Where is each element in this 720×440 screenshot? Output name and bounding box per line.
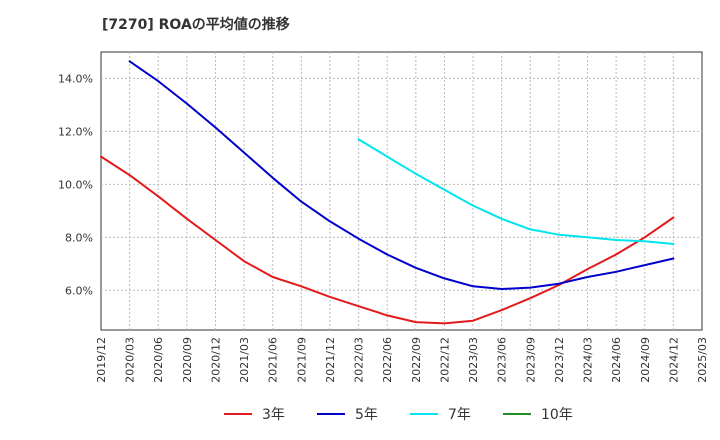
y-tick-label: 6.0% — [65, 284, 93, 297]
series-line-3年 — [100, 155, 675, 325]
legend-item: 10年 — [503, 403, 573, 425]
x-tick-label: 2024/12 — [667, 337, 680, 383]
legend-swatch — [317, 413, 345, 415]
x-tick-label: 2022/06 — [381, 337, 394, 383]
y-tick-label: 8.0% — [65, 231, 93, 244]
x-tick-label: 2023/09 — [524, 337, 537, 383]
legend-label: 3年 — [262, 407, 285, 423]
x-tick-label: 2022/09 — [410, 337, 423, 383]
series-line-7年 — [357, 138, 675, 245]
legend-label: 7年 — [448, 407, 471, 423]
x-tick-label: 2021/06 — [267, 337, 280, 383]
x-tick-label: 2021/03 — [238, 337, 251, 383]
legend-swatch — [224, 413, 252, 415]
x-tick-label: 2024/06 — [610, 337, 623, 383]
legend-item: 3年 — [224, 403, 285, 425]
x-tick-label: 2023/06 — [496, 337, 509, 383]
legend-label: 5年 — [355, 407, 378, 423]
x-tick-label: 2021/12 — [324, 337, 337, 383]
x-tick-label: 2024/03 — [582, 337, 595, 383]
x-tick-label: 2025/03 — [696, 337, 709, 383]
plot-area — [100, 51, 703, 331]
chart-title: [7270] ROAの平均値の推移 — [102, 17, 290, 33]
series-line-5年 — [128, 60, 675, 290]
x-tick-label: 2020/09 — [181, 337, 194, 383]
x-tick-label: 2022/03 — [353, 337, 366, 383]
y-tick-label: 14.0% — [58, 72, 93, 85]
chart-legend: 3年 5年 7年 10年 — [0, 403, 720, 425]
x-tick-label: 2020/06 — [152, 337, 165, 383]
y-tick-label: 12.0% — [58, 125, 93, 138]
x-tick-label: 2024/09 — [639, 337, 652, 383]
x-tick-label: 2019/12 — [95, 337, 108, 383]
x-tick-label: 2021/09 — [295, 337, 308, 383]
legend-swatch — [503, 413, 531, 415]
x-tick-label: 2020/03 — [124, 337, 137, 383]
y-tick-label: 10.0% — [58, 178, 93, 191]
legend-swatch — [410, 413, 438, 415]
x-tick-label: 2023/12 — [553, 337, 566, 383]
legend-label: 10年 — [541, 407, 573, 423]
x-tick-label: 2020/12 — [209, 337, 222, 383]
x-tick-label: 2022/12 — [438, 337, 451, 383]
legend-item: 7年 — [410, 403, 471, 425]
x-tick-label: 2023/03 — [467, 337, 480, 383]
legend-item: 5年 — [317, 403, 378, 425]
